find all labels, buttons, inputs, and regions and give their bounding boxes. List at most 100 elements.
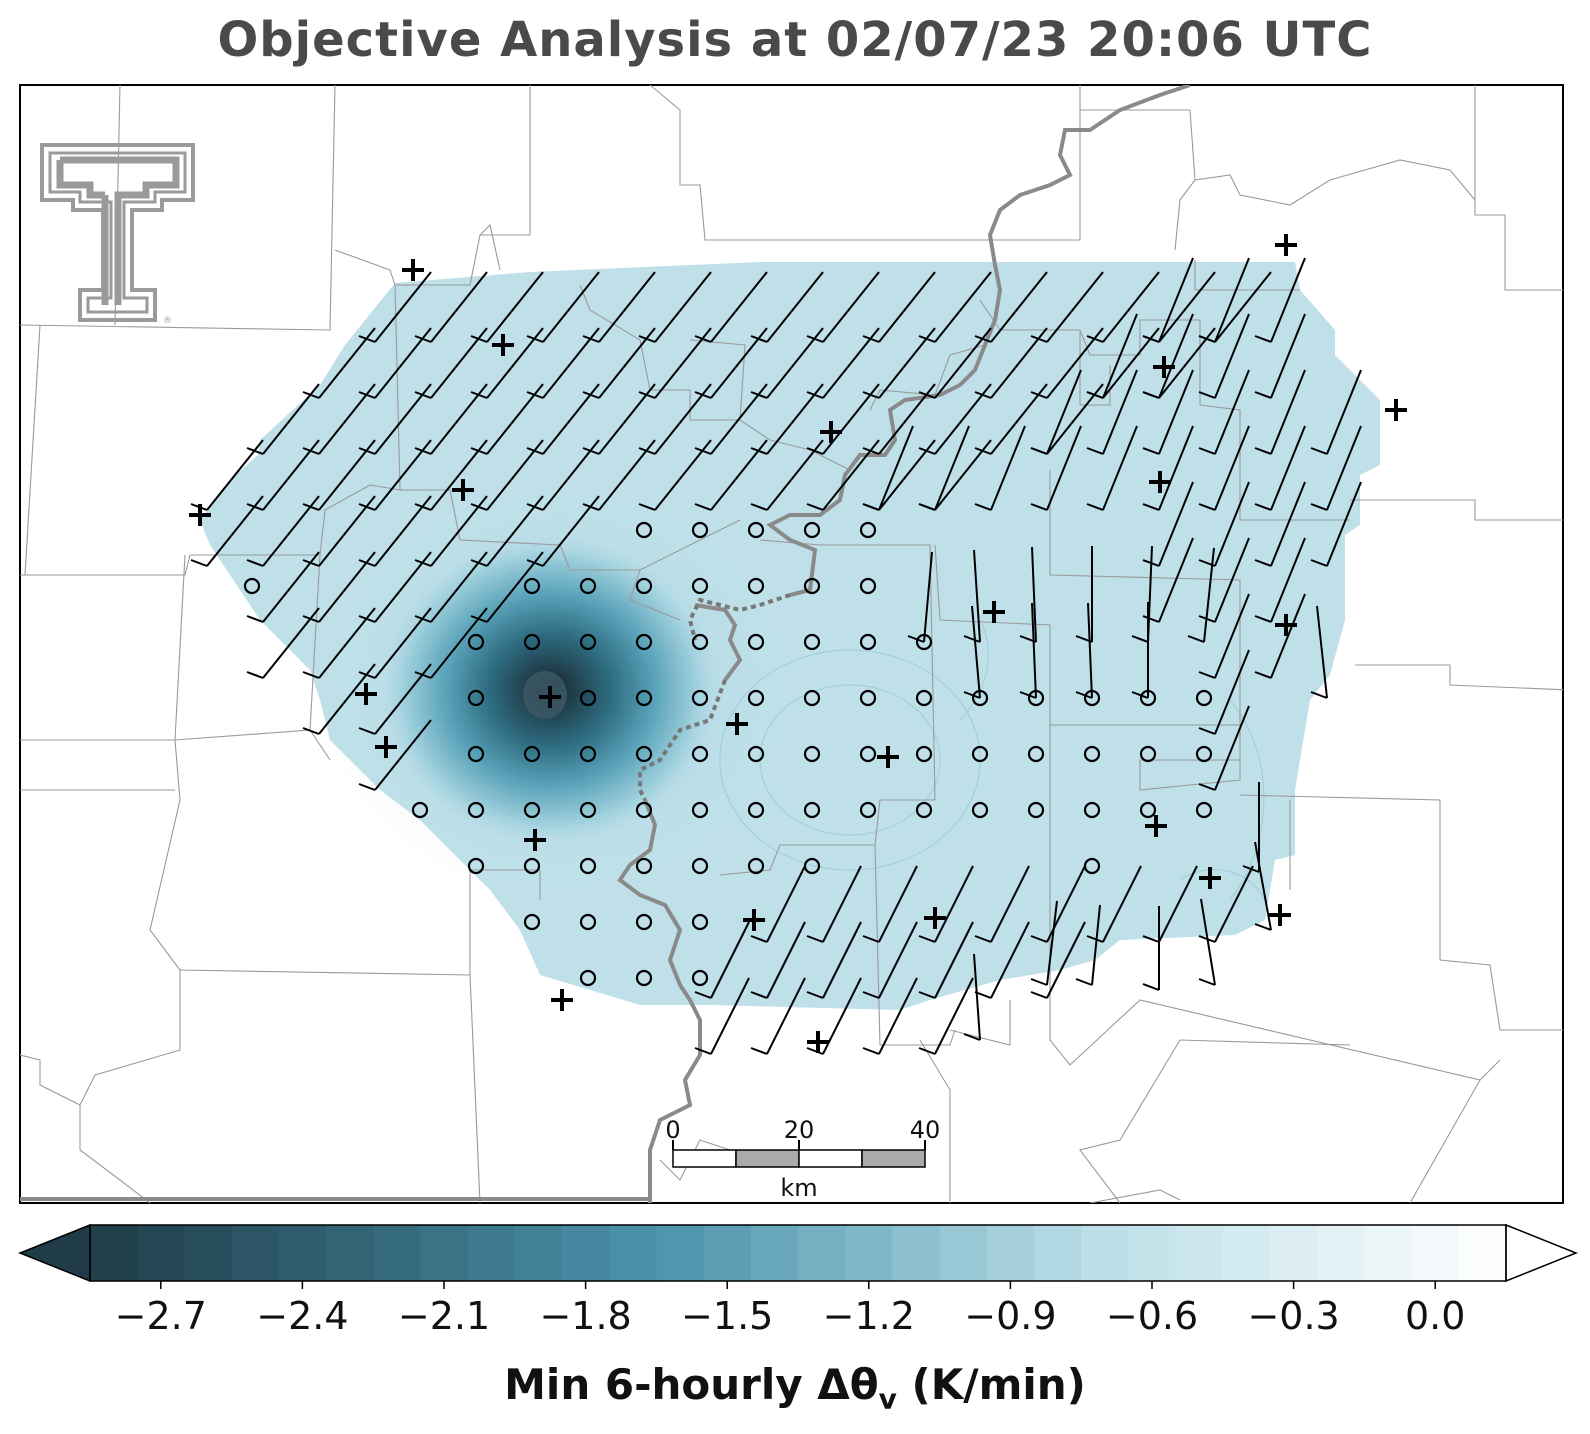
wind-barb-shaft	[1087, 602, 1093, 699]
wind-barb-shaft	[766, 921, 806, 999]
svg-text:®: ®	[163, 316, 172, 326]
calm-circle	[747, 521, 765, 539]
wind-barb-feather	[1086, 935, 1104, 943]
wind-barb-shaft	[990, 327, 1048, 399]
colorbar-band	[1411, 1225, 1460, 1281]
colorbar-band	[798, 1225, 846, 1281]
wind-barb-shaft	[1214, 257, 1250, 343]
wind-barb-shaft	[654, 383, 712, 455]
wind-barb-shaft	[430, 607, 488, 679]
wind-barb-feather	[1142, 335, 1160, 343]
wind-barb-shaft	[430, 383, 488, 455]
colorbar-band	[326, 1225, 374, 1281]
wind-barb-feather	[963, 1033, 981, 1041]
wind-barb-shaft	[1326, 369, 1362, 455]
wind-barb-shaft	[430, 551, 488, 623]
wind-barb-shaft	[1158, 481, 1194, 567]
wind-barb-shaft	[1102, 327, 1160, 399]
wind-barb-shaft	[1046, 921, 1086, 999]
colorbar-label: Min 6-hourly Δθv (K/min)	[0, 1360, 1590, 1415]
wind-barb-shaft	[486, 551, 544, 623]
colorbar-band	[656, 1225, 705, 1281]
wind-barb-shaft	[710, 327, 768, 399]
colorbar-band	[750, 1225, 799, 1281]
wind-barb-shaft	[1203, 547, 1215, 643]
wind-barb-shaft	[766, 439, 824, 511]
wind-barb-shaft	[1270, 313, 1306, 399]
calm-circle	[859, 633, 877, 651]
wind-barb-shaft	[318, 383, 376, 455]
calm-circle	[635, 521, 653, 539]
colorbar-band	[1175, 1225, 1224, 1281]
wind-barb-feather	[1142, 983, 1160, 991]
colorbar-tick-label: −2.1	[398, 1294, 490, 1338]
wind-barb-shaft	[990, 921, 1030, 999]
calm-circle	[635, 969, 653, 987]
wind-barb-feather	[806, 991, 824, 999]
wind-barb-shaft	[262, 551, 320, 623]
wind-barb-shaft	[878, 977, 918, 1055]
wind-barb-shaft	[822, 439, 880, 511]
wind-barb-feather	[974, 503, 992, 511]
wind-barb-shaft	[262, 495, 320, 567]
wind-barb-shaft	[374, 327, 432, 399]
wind-barb-shaft	[878, 383, 936, 455]
colorbar-band	[986, 1225, 1035, 1281]
colorbar-band	[184, 1225, 233, 1281]
wind-barb-shaft	[822, 921, 862, 999]
wind-barb-feather	[1310, 691, 1328, 699]
wind-barb-shaft	[1046, 900, 1058, 986]
wind-barb-feather	[1198, 783, 1216, 791]
wind-barb-shaft	[318, 663, 376, 735]
wind-barb-shaft	[1046, 271, 1104, 343]
wind-barb-shaft	[1254, 841, 1272, 931]
wind-barb-feather	[1198, 335, 1216, 343]
calm-circle	[859, 521, 877, 539]
calm-circle	[1195, 745, 1213, 763]
wind-barb-feather	[1086, 447, 1104, 455]
wind-barb-feather	[1254, 447, 1272, 455]
calm-circle	[467, 801, 485, 819]
scale-label-0: 0	[665, 1116, 680, 1144]
wind-barb-shaft	[766, 383, 824, 455]
wind-barb-shaft	[1102, 425, 1138, 511]
wind-barb-feather	[1030, 935, 1048, 943]
wind-barb-feather	[1254, 615, 1272, 623]
wind-barb-shaft	[1158, 425, 1194, 511]
calm-circle	[691, 969, 709, 987]
wind-barb-shaft	[1158, 257, 1194, 343]
wind-barb-shaft	[654, 327, 712, 399]
calm-circle	[747, 689, 765, 707]
wind-barb-feather	[694, 1047, 712, 1055]
calm-circle	[523, 857, 541, 875]
wind-barb-shaft	[878, 439, 936, 511]
wind-barb-shaft	[206, 495, 264, 567]
wind-barb-shaft	[374, 551, 432, 623]
wind-barb-shaft	[710, 271, 768, 343]
wind-barb-feather	[806, 935, 824, 943]
wind-barb-feather	[1030, 978, 1048, 986]
wind-barb-shaft	[654, 271, 712, 343]
scale-seg-4	[861, 1149, 926, 1168]
wind-barb-shaft	[542, 327, 600, 399]
wind-barb-shaft	[990, 425, 1026, 511]
wind-barb-shaft	[318, 607, 376, 679]
calm-circle	[635, 801, 653, 819]
colorbar-band	[1458, 1225, 1507, 1281]
colorbar-band	[1034, 1225, 1082, 1281]
calm-circle	[579, 913, 597, 931]
colorbar-tick-label: −2.7	[115, 1294, 207, 1338]
colorbar-band	[1081, 1225, 1129, 1281]
calm-circle	[1083, 801, 1101, 819]
station-markers	[189, 234, 1407, 1053]
wind-barb-feather	[1198, 671, 1216, 679]
wind-barb-feather	[1198, 727, 1216, 735]
colorbar-band	[1270, 1225, 1318, 1281]
colorbar-tick-label: −0.6	[1106, 1294, 1198, 1338]
wind-barb-shaft	[822, 977, 862, 1055]
wind-barb-feather	[1254, 923, 1272, 931]
colorbar-band	[1128, 1225, 1177, 1281]
colorbar-tick-label: −1.8	[539, 1294, 631, 1338]
wind-barb-feather	[1142, 615, 1160, 623]
colorbar: −2.7 −2.4 −2.1 −1.8 −1.5 −1.2 −0.9 −0.6 −0.3 0.0	[17, 1223, 1579, 1338]
